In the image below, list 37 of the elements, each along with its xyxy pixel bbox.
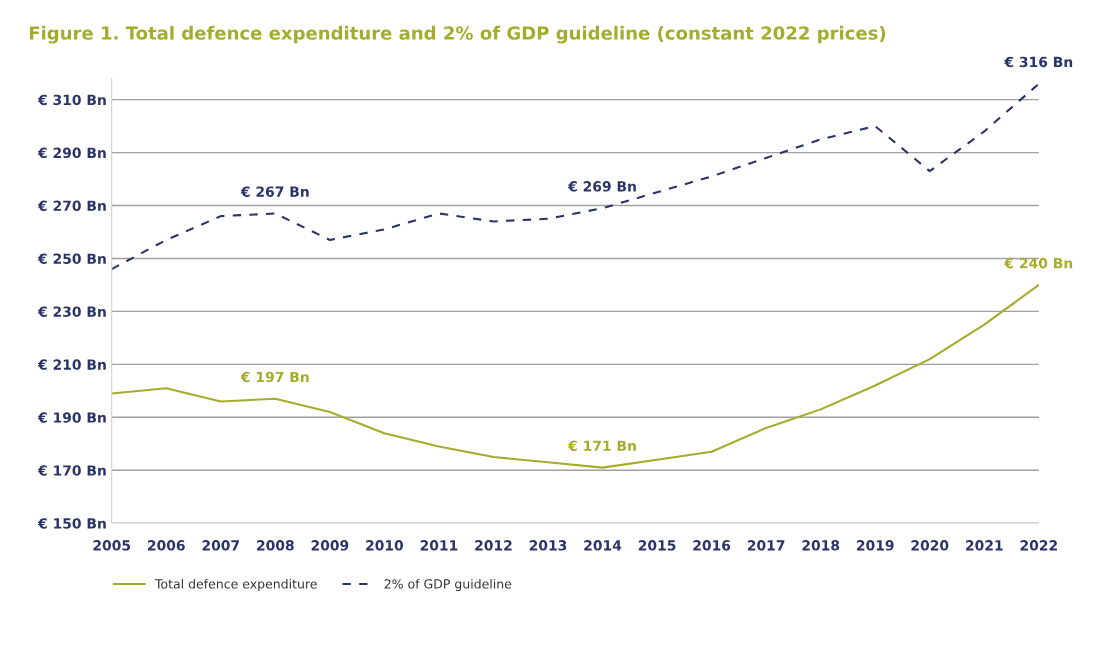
y-tick-label: € 150 Bn — [37, 518, 106, 529]
annotation: € 269 Bn — [567, 181, 636, 192]
x-tick-label: 2016 — [693, 540, 731, 551]
x-tick-label: 2008 — [257, 540, 294, 551]
x-tick-label: 2013 — [529, 540, 567, 551]
annotation: € 171 Bn — [567, 440, 636, 452]
y-tick-label: € 310 Bn — [37, 94, 106, 106]
x-tick-label: 2022 — [1020, 540, 1057, 551]
x-tick-label: 2021 — [966, 540, 1003, 551]
legend-label: Total defence expenditure — [154, 578, 317, 592]
annotation: € 197 Bn — [240, 371, 309, 383]
annotation: € 267 Bn — [240, 186, 309, 197]
x-tick-label: 2015 — [638, 540, 676, 551]
x-tick-label: 2018 — [802, 540, 840, 551]
annotation: € 240 Bn — [1004, 257, 1073, 269]
annotation: € 316 Bn — [1004, 56, 1073, 68]
y-tick-label: € 230 Bn — [37, 306, 106, 317]
x-tick-label: 2009 — [311, 540, 349, 551]
y-tick-label: € 270 Bn — [37, 200, 106, 212]
x-tick-label: 2017 — [747, 540, 785, 551]
line-series — [111, 283, 1039, 469]
y-tick-label: € 250 Bn — [37, 253, 106, 264]
y-tick-label: € 290 Bn — [37, 147, 106, 159]
y-tick-label: € 210 Bn — [37, 359, 106, 370]
x-tick-label: 2012 — [475, 540, 512, 551]
x-tick-label: 2014 — [584, 540, 622, 551]
legend-label: 2% of GDP guideline — [384, 578, 512, 592]
y-tick-label: € 190 Bn — [37, 412, 106, 423]
x-tick-label: 2005 — [93, 540, 131, 551]
x-tick-label: 2007 — [202, 540, 239, 551]
x-tick-label: 2010 — [366, 540, 404, 551]
x-tick-label: 2019 — [856, 540, 894, 551]
x-tick-label: 2006 — [148, 540, 185, 551]
y-tick-label: € 170 Bn — [37, 465, 106, 476]
x-tick-label: 2020 — [911, 540, 949, 551]
chart-title: Figure 1. Total defence expenditure and 2% of GDP guideline (constant 2022 prices) — [29, 25, 886, 44]
x-tick-label: 2011 — [420, 540, 458, 551]
